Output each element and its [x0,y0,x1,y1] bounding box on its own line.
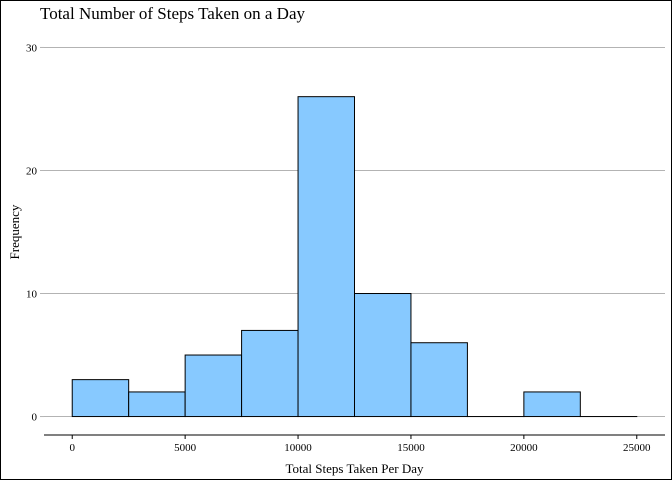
y-tick-label: 10 [26,289,38,301]
y-tick-label: 30 [26,42,38,54]
histogram-bar-1 [129,392,185,417]
histogram-bar-2 [185,355,241,417]
histogram-bar-8 [524,392,580,417]
x-tick-label: 5000 [174,442,197,454]
histogram-bar-5 [355,294,411,417]
histogram-bar-3 [242,330,298,416]
y-axis-title: Frequency [7,204,22,259]
x-tick-label: 25000 [623,442,651,454]
x-axis-title: Total Steps Taken Per Day [285,461,424,476]
x-tick-label: 0 [69,442,75,454]
x-tick-label: 20000 [510,442,538,454]
histogram-bar-6 [411,343,467,417]
y-tick-label: 0 [32,412,38,424]
y-tick-label: 20 [26,165,38,177]
histogram-bar-4 [298,97,354,417]
bars-layer [72,97,637,417]
x-tick-label: 15000 [397,442,425,454]
x-tick-label: 10000 [284,442,312,454]
histogram-bar-0 [72,380,128,417]
